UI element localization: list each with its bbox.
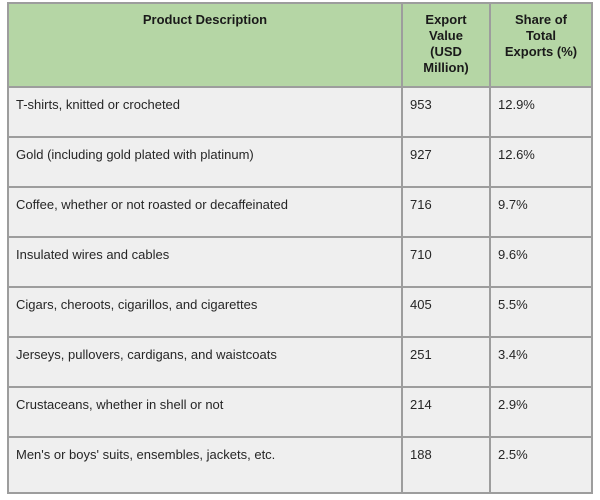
product-cell: Coffee, whether or not roasted or decaff… <box>7 186 403 238</box>
column-header-product-description: Product Description <box>7 2 403 88</box>
share-cell: 12.9% <box>489 86 593 138</box>
product-cell: Jerseys, pullovers, cardigans, and waist… <box>7 336 403 388</box>
share-cell: 12.6% <box>489 136 593 188</box>
table-row: Coffee, whether or not roasted or decaff… <box>7 186 593 238</box>
product-cell: Gold (including gold plated with platinu… <box>7 136 403 188</box>
product-cell: Men's or boys' suits, ensembles, jackets… <box>7 436 403 494</box>
export-value-cell: 405 <box>401 286 491 338</box>
table-header: Product Description Export Value (USD Mi… <box>7 2 593 88</box>
exports-table-container: Product Description Export Value (USD Mi… <box>7 2 593 494</box>
table-row: Cigars, cheroots, cigarillos, and cigare… <box>7 286 593 338</box>
table-row: Jerseys, pullovers, cardigans, and waist… <box>7 336 593 388</box>
export-value-cell: 188 <box>401 436 491 494</box>
export-value-cell: 927 <box>401 136 491 188</box>
table-row: T-shirts, knitted or crocheted 953 12.9% <box>7 86 593 138</box>
table-row: Insulated wires and cables 710 9.6% <box>7 236 593 288</box>
product-cell: T-shirts, knitted or crocheted <box>7 86 403 138</box>
export-value-cell: 710 <box>401 236 491 288</box>
export-value-cell: 214 <box>401 386 491 438</box>
product-cell: Insulated wires and cables <box>7 236 403 288</box>
table-row: Men's or boys' suits, ensembles, jackets… <box>7 436 593 494</box>
table-row: Gold (including gold plated with platinu… <box>7 136 593 188</box>
export-value-cell: 953 <box>401 86 491 138</box>
table-row: Crustaceans, whether in shell or not 214… <box>7 386 593 438</box>
table-body: T-shirts, knitted or crocheted 953 12.9%… <box>7 86 593 494</box>
share-cell: 9.6% <box>489 236 593 288</box>
share-cell: 9.7% <box>489 186 593 238</box>
export-value-cell: 251 <box>401 336 491 388</box>
share-cell: 2.9% <box>489 386 593 438</box>
share-cell: 3.4% <box>489 336 593 388</box>
product-cell: Crustaceans, whether in shell or not <box>7 386 403 438</box>
header-row: Product Description Export Value (USD Mi… <box>7 2 593 88</box>
column-header-share-of-total-exports: Share of Total Exports (%) <box>489 2 593 88</box>
exports-table: Product Description Export Value (USD Mi… <box>7 2 593 494</box>
column-header-export-value: Export Value (USD Million) <box>401 2 491 88</box>
share-cell: 2.5% <box>489 436 593 494</box>
export-value-cell: 716 <box>401 186 491 238</box>
product-cell: Cigars, cheroots, cigarillos, and cigare… <box>7 286 403 338</box>
share-cell: 5.5% <box>489 286 593 338</box>
